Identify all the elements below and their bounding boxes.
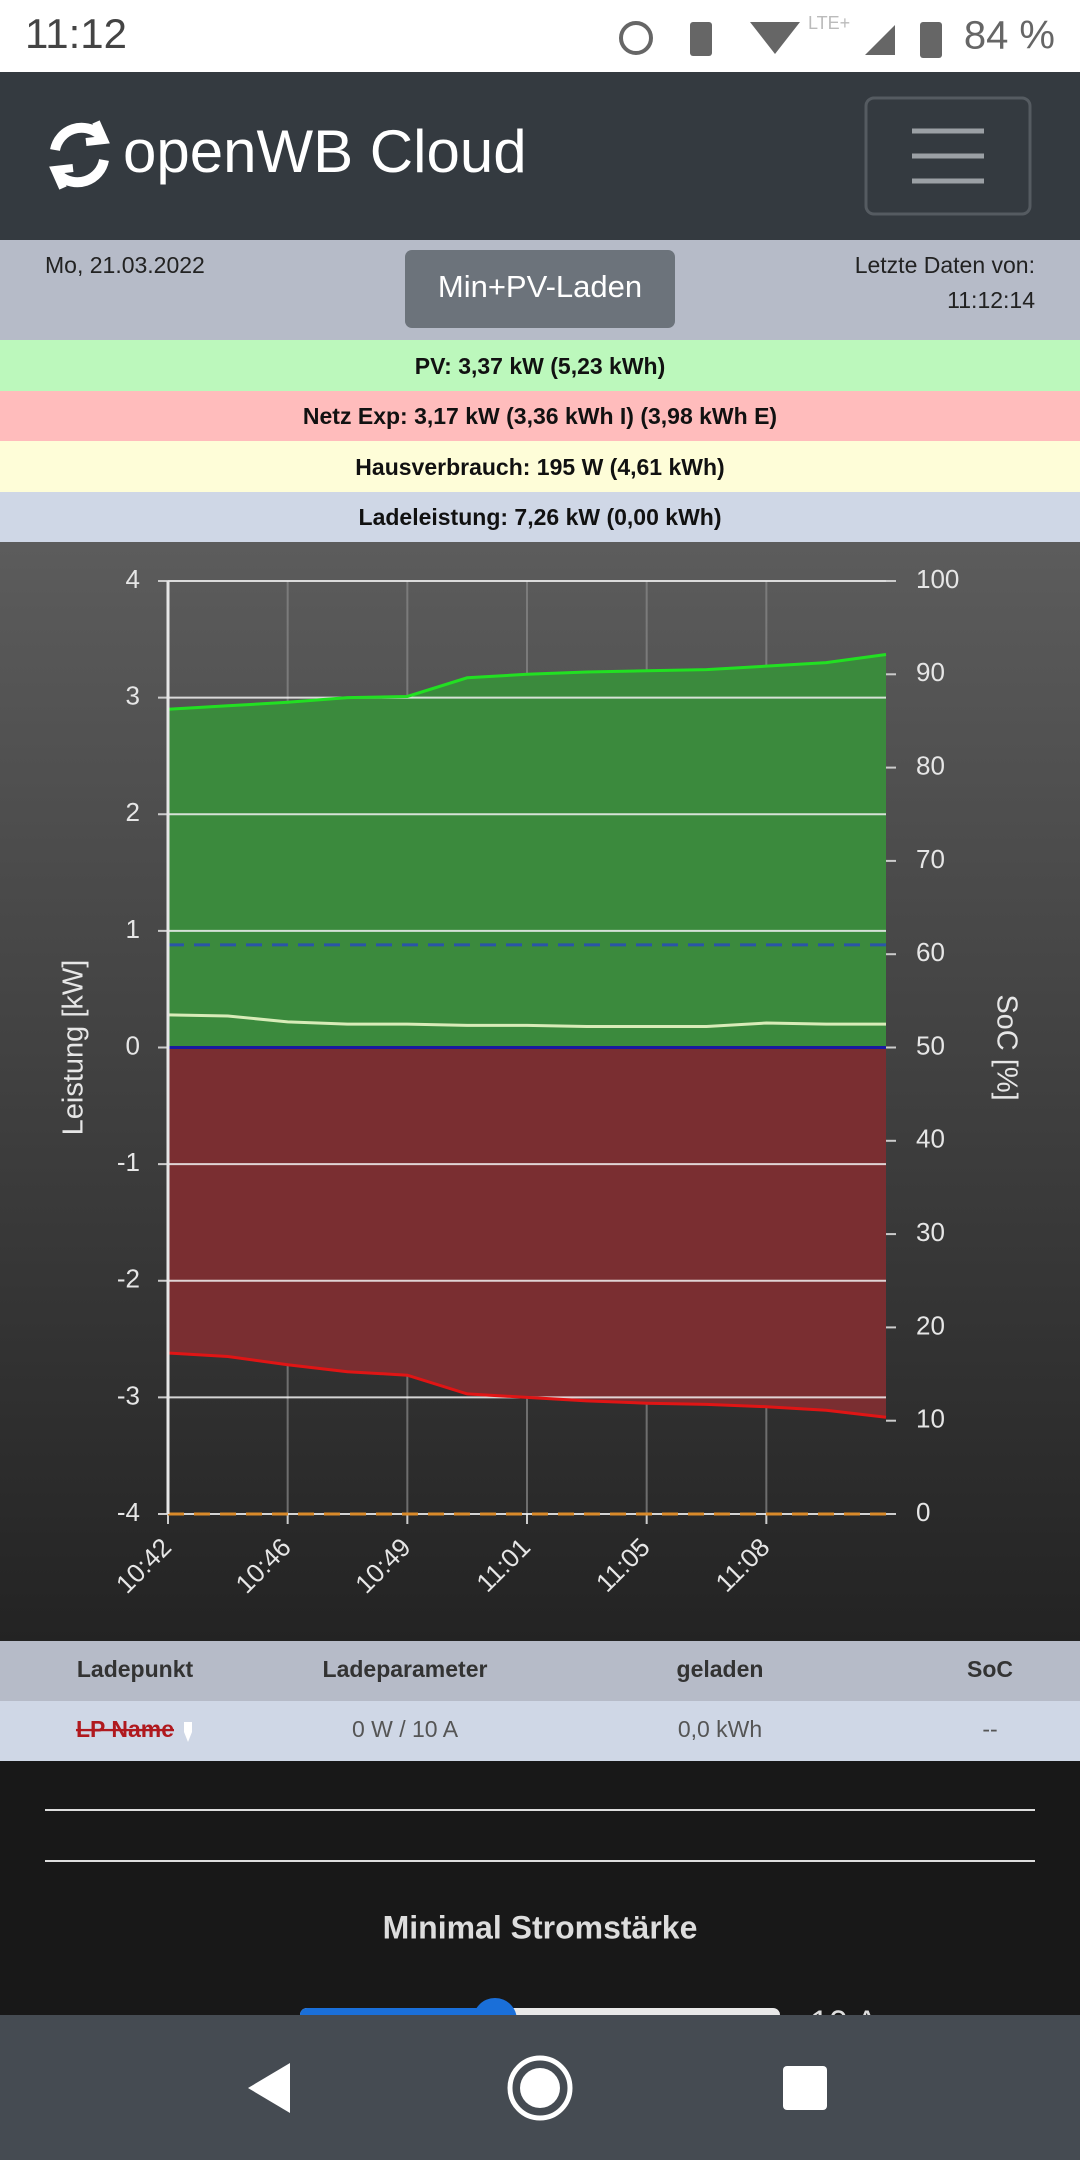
line — [167, 652, 887, 711]
th: Ladeparameter — [323, 1656, 488, 1682]
summary-house: Hausverbrauch: 195 W (4,61 kWh) — [355, 454, 724, 480]
brand-icon — [49, 120, 110, 190]
y2-tick-label: 40 — [916, 1124, 945, 1154]
th: Ladepunkt — [77, 1656, 194, 1682]
area — [168, 1047, 886, 1418]
area — [168, 654, 886, 1048]
th: SoC — [967, 1656, 1013, 1682]
y-tick-label: 4 — [126, 564, 140, 594]
y2-tick-label: 60 — [916, 937, 945, 967]
y2-tick-label: 80 — [916, 750, 945, 780]
y2-tick-label: 90 — [916, 657, 945, 687]
brand[interactable]: openWB Cloud — [123, 118, 527, 185]
y2-tick-label: 50 — [916, 1030, 945, 1060]
navbar — [0, 72, 1080, 240]
line — [167, 1351, 887, 1419]
y-tick-label: -1 — [117, 1147, 140, 1177]
y2-tick-label: 100 — [916, 564, 959, 594]
line — [167, 1013, 886, 1029]
y2-tick-label: 10 — [916, 1404, 945, 1434]
table-row — [0, 1701, 1080, 1761]
y2-tick-label: 70 — [916, 844, 945, 874]
y-tick-label: 1 — [126, 914, 140, 944]
y-tick-label: 2 — [126, 797, 140, 827]
summary-pv: PV: 3,37 kW (5,23 kWh) — [415, 353, 666, 379]
y2-axis-title: SoC [%] — [990, 994, 1022, 1100]
last-data-time: 11:12:14 — [947, 287, 1035, 313]
back-button[interactable] — [248, 2063, 290, 2113]
status-bar — [0, 0, 1080, 72]
charge-band — [0, 492, 1080, 542]
recents-button[interactable] — [783, 2066, 827, 2110]
th: geladen — [677, 1656, 764, 1682]
chart: 10:42 10:46 10:49 11:01 11:05 11:08-4-3-2-101… — [58, 564, 1023, 1599]
y2-tick-label: 30 — [916, 1217, 945, 1247]
summary-charge: Ladeleistung: 7,26 kW (0,00 kWh) — [359, 504, 722, 530]
status-icons — [619, 21, 942, 58]
td: -- — [982, 1716, 997, 1742]
y-tick-label: -3 — [117, 1380, 140, 1410]
battery-level: 84 % — [964, 14, 1055, 58]
table-header — [0, 1641, 1080, 1701]
home-dot — [520, 2068, 560, 2108]
pv-band — [0, 340, 1080, 391]
menu-icon — [912, 128, 984, 184]
y-tick-label: 0 — [126, 1030, 140, 1060]
y-tick-label: -2 — [117, 1264, 140, 1294]
td: 0 W / 10 A — [352, 1716, 459, 1742]
summary-grid: Netz Exp: 3,17 kW (3,36 kWh I) (3,98 kWh… — [303, 403, 777, 429]
lp-name[interactable]: LP Name — [76, 1716, 174, 1742]
y2-tick-label: 0 — [916, 1497, 930, 1527]
settings-section — [0, 1761, 1080, 2021]
grid-band — [0, 391, 1080, 441]
mode-label: Min+PV-Laden — [438, 269, 642, 304]
date: Mo, 21.03.2022 — [45, 252, 205, 278]
y-tick-label: -4 — [117, 1497, 140, 1527]
home-button[interactable] — [507, 2055, 573, 2121]
menu-button[interactable] — [864, 96, 1032, 216]
slider-title: Minimal Stromstärke — [383, 1909, 698, 1945]
network-type: LTE+ — [808, 13, 850, 33]
last-data-label: Letzte Daten von: — [855, 252, 1035, 278]
td: 0,0 kWh — [678, 1716, 762, 1742]
plug-icon — [184, 1722, 192, 1742]
house-band — [0, 441, 1080, 492]
mode-button[interactable] — [405, 250, 675, 328]
y2-tick-label: 20 — [916, 1310, 945, 1340]
y-axis-title: Leistung [kW] — [58, 960, 90, 1136]
status-time: 11:12 — [25, 10, 127, 57]
y-tick-label: 3 — [126, 681, 140, 711]
